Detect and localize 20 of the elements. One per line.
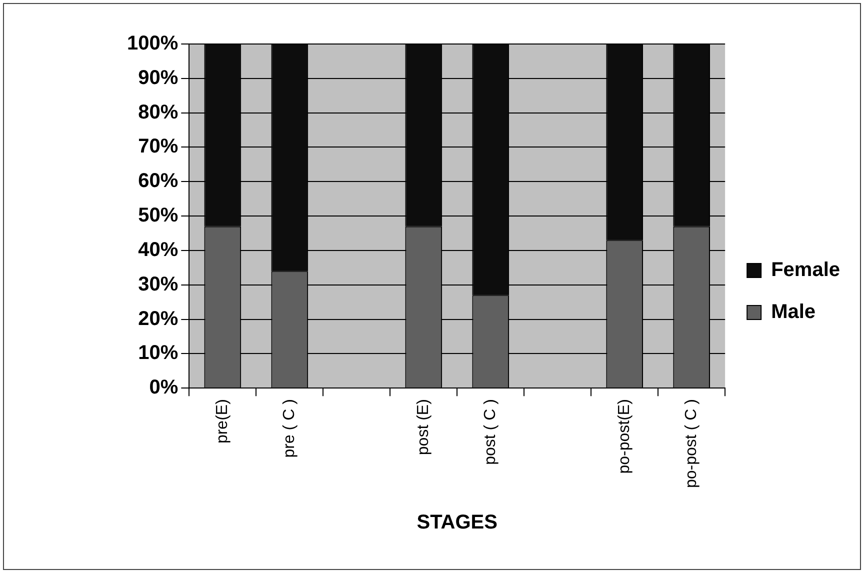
y-tick-label: 80% (138, 101, 178, 124)
y-tick-label: 40% (138, 238, 178, 261)
y-tick-label: 30% (138, 273, 178, 296)
legend-label: Female (771, 259, 840, 282)
y-tick-label: 60% (138, 170, 178, 192)
x-tick-label: post ( C ) (482, 399, 500, 465)
x-tick-label: pre(E) (214, 399, 232, 444)
x-tick-label: pre ( C ) (281, 399, 298, 458)
y-tick-label: 20% (138, 308, 178, 330)
y-tick-label: 10% (138, 342, 178, 364)
y-tick-label: 50% (138, 204, 178, 227)
y-tick-label: 70% (138, 136, 178, 158)
y-tick-label: 90% (138, 66, 178, 89)
x-axis-title: STAGES (416, 512, 498, 534)
x-tick-label: po-post(E) (616, 399, 633, 474)
y-tick-label: 100% (126, 32, 178, 55)
x-tick-label: po-post ( C ) (682, 399, 700, 488)
legend-label: Male (771, 301, 816, 324)
y-tick-label: 0% (149, 376, 178, 399)
x-tick-label: post (E) (415, 399, 432, 456)
